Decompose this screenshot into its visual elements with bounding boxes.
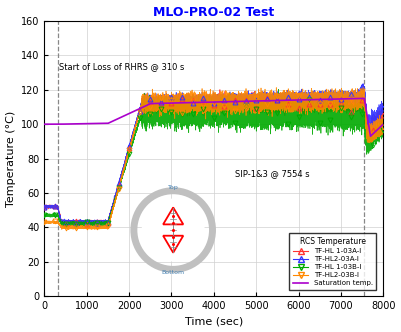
Text: SIP-1&3 @ 7554 s: SIP-1&3 @ 7554 s (235, 169, 310, 178)
Y-axis label: Temperature (°C): Temperature (°C) (6, 111, 16, 207)
Legend: TF-HL 1-03A-I, TF-HL2-03A-I, TF-HL 1-03B-I, TF-HL2-03B-I, Saturation temp.: TF-HL 1-03A-I, TF-HL2-03A-I, TF-HL 1-03B… (290, 233, 376, 290)
X-axis label: Time (sec): Time (sec) (185, 316, 243, 326)
Text: Start of Loss of RHRS @ 310 s: Start of Loss of RHRS @ 310 s (59, 62, 185, 71)
Title: MLO-PRO-02 Test: MLO-PRO-02 Test (153, 6, 274, 19)
